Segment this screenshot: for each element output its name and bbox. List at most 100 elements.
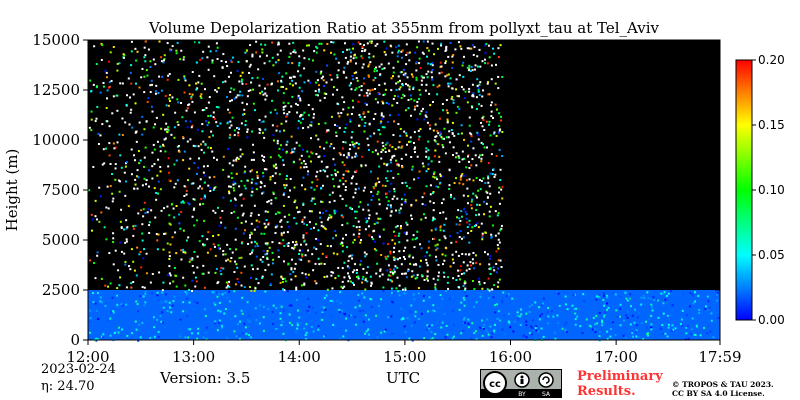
heatmap-cell — [288, 76, 291, 79]
heatmap-cell — [152, 58, 155, 61]
heatmap-cell — [304, 188, 307, 191]
heatmap-cell — [175, 49, 178, 52]
heatmap-cell — [201, 130, 204, 133]
heatmap-cell — [351, 99, 354, 102]
heatmap-cell — [271, 323, 274, 326]
heatmap-cell — [89, 259, 92, 262]
heatmap-cell — [466, 155, 469, 158]
heatmap-cell — [404, 82, 407, 85]
heatmap-cell — [162, 306, 165, 309]
heatmap-cell — [321, 313, 324, 316]
heatmap-cell — [344, 313, 347, 316]
heatmap-cell — [606, 296, 609, 299]
heatmap-cell — [710, 319, 713, 322]
heatmap-cell — [266, 252, 269, 255]
heatmap-cell — [275, 129, 278, 132]
heatmap-cell — [459, 176, 462, 179]
heatmap-cell — [472, 179, 475, 182]
heatmap-cell — [376, 153, 379, 156]
heatmap-cell — [167, 165, 170, 168]
heatmap-cell — [118, 190, 121, 193]
heatmap-cell — [182, 58, 185, 61]
heatmap-cell — [603, 313, 606, 316]
heatmap-cell — [244, 165, 247, 168]
heatmap-cell — [184, 251, 187, 254]
heatmap-cell — [272, 139, 275, 142]
heatmap-cell — [375, 66, 378, 69]
heatmap-cell — [349, 82, 352, 85]
heatmap-cell — [187, 201, 190, 204]
heatmap-cell — [201, 123, 204, 126]
heatmap-cell — [382, 93, 385, 96]
heatmap-cell — [425, 73, 428, 76]
heatmap-cell — [481, 334, 484, 337]
heatmap-cell — [485, 43, 488, 46]
heatmap-cell — [292, 50, 295, 53]
heatmap-cell — [282, 108, 285, 111]
heatmap-cell — [212, 209, 215, 212]
heatmap-cell — [347, 170, 350, 173]
heatmap-cell — [147, 208, 150, 211]
heatmap-cell — [393, 195, 396, 198]
heatmap-cell — [437, 143, 440, 146]
heatmap-cell — [252, 151, 255, 154]
heatmap-cell — [497, 212, 500, 215]
heatmap-cell — [400, 157, 403, 160]
heatmap-cell — [378, 84, 381, 87]
heatmap-cell — [487, 181, 490, 184]
heatmap-cell — [279, 317, 282, 320]
heatmap-cell — [141, 232, 144, 235]
heatmap-cell — [176, 145, 179, 148]
heatmap-cell — [289, 52, 292, 55]
heatmap-cell — [207, 68, 210, 71]
heatmap-cell — [667, 323, 670, 326]
heatmap-cell — [359, 201, 362, 204]
heatmap-cell — [471, 106, 474, 109]
heatmap-cell — [362, 208, 365, 211]
heatmap-cell — [497, 267, 500, 270]
heatmap-cell — [303, 81, 306, 84]
heatmap-cell — [481, 232, 484, 235]
heatmap-cell — [447, 287, 450, 290]
heatmap-cell — [482, 115, 485, 118]
heatmap-cell — [322, 79, 325, 82]
heatmap-cell — [132, 225, 135, 228]
heatmap-cell — [217, 87, 220, 90]
heatmap-cell — [107, 207, 110, 210]
heatmap-cell — [269, 156, 272, 159]
heatmap-cell — [368, 56, 371, 59]
heatmap-cell — [471, 226, 474, 229]
heatmap-cell — [652, 296, 655, 299]
heatmap-cell — [341, 51, 344, 54]
heatmap-cell — [468, 64, 471, 67]
heatmap-cell — [307, 170, 310, 173]
heatmap-cell — [168, 171, 171, 174]
heatmap-cell — [222, 81, 225, 84]
heatmap-cell — [325, 81, 328, 84]
heatmap-cell — [295, 102, 298, 105]
heatmap-cell — [143, 165, 146, 168]
heatmap-cell — [137, 212, 140, 215]
heatmap-cell — [184, 336, 187, 339]
heatmap-cell — [307, 249, 310, 252]
heatmap-cell — [221, 66, 224, 69]
heatmap-cell — [211, 59, 214, 62]
heatmap-cell — [451, 132, 454, 135]
heatmap-cell — [598, 296, 601, 299]
heatmap-cell — [108, 142, 111, 145]
heatmap-cell — [220, 266, 223, 269]
heatmap-cell — [431, 64, 434, 67]
heatmap-cell — [276, 125, 279, 128]
heatmap-cell — [287, 245, 290, 248]
heatmap-cell — [445, 136, 448, 139]
heatmap-cell — [261, 90, 264, 93]
heatmap-cell — [456, 95, 459, 98]
heatmap-cell — [330, 143, 333, 146]
heatmap-cell — [452, 335, 455, 338]
heatmap-cell — [374, 76, 377, 79]
heatmap-cell — [401, 84, 404, 87]
heatmap-cell — [496, 285, 499, 288]
heatmap-cell — [282, 231, 285, 234]
heatmap-cell — [459, 269, 462, 272]
